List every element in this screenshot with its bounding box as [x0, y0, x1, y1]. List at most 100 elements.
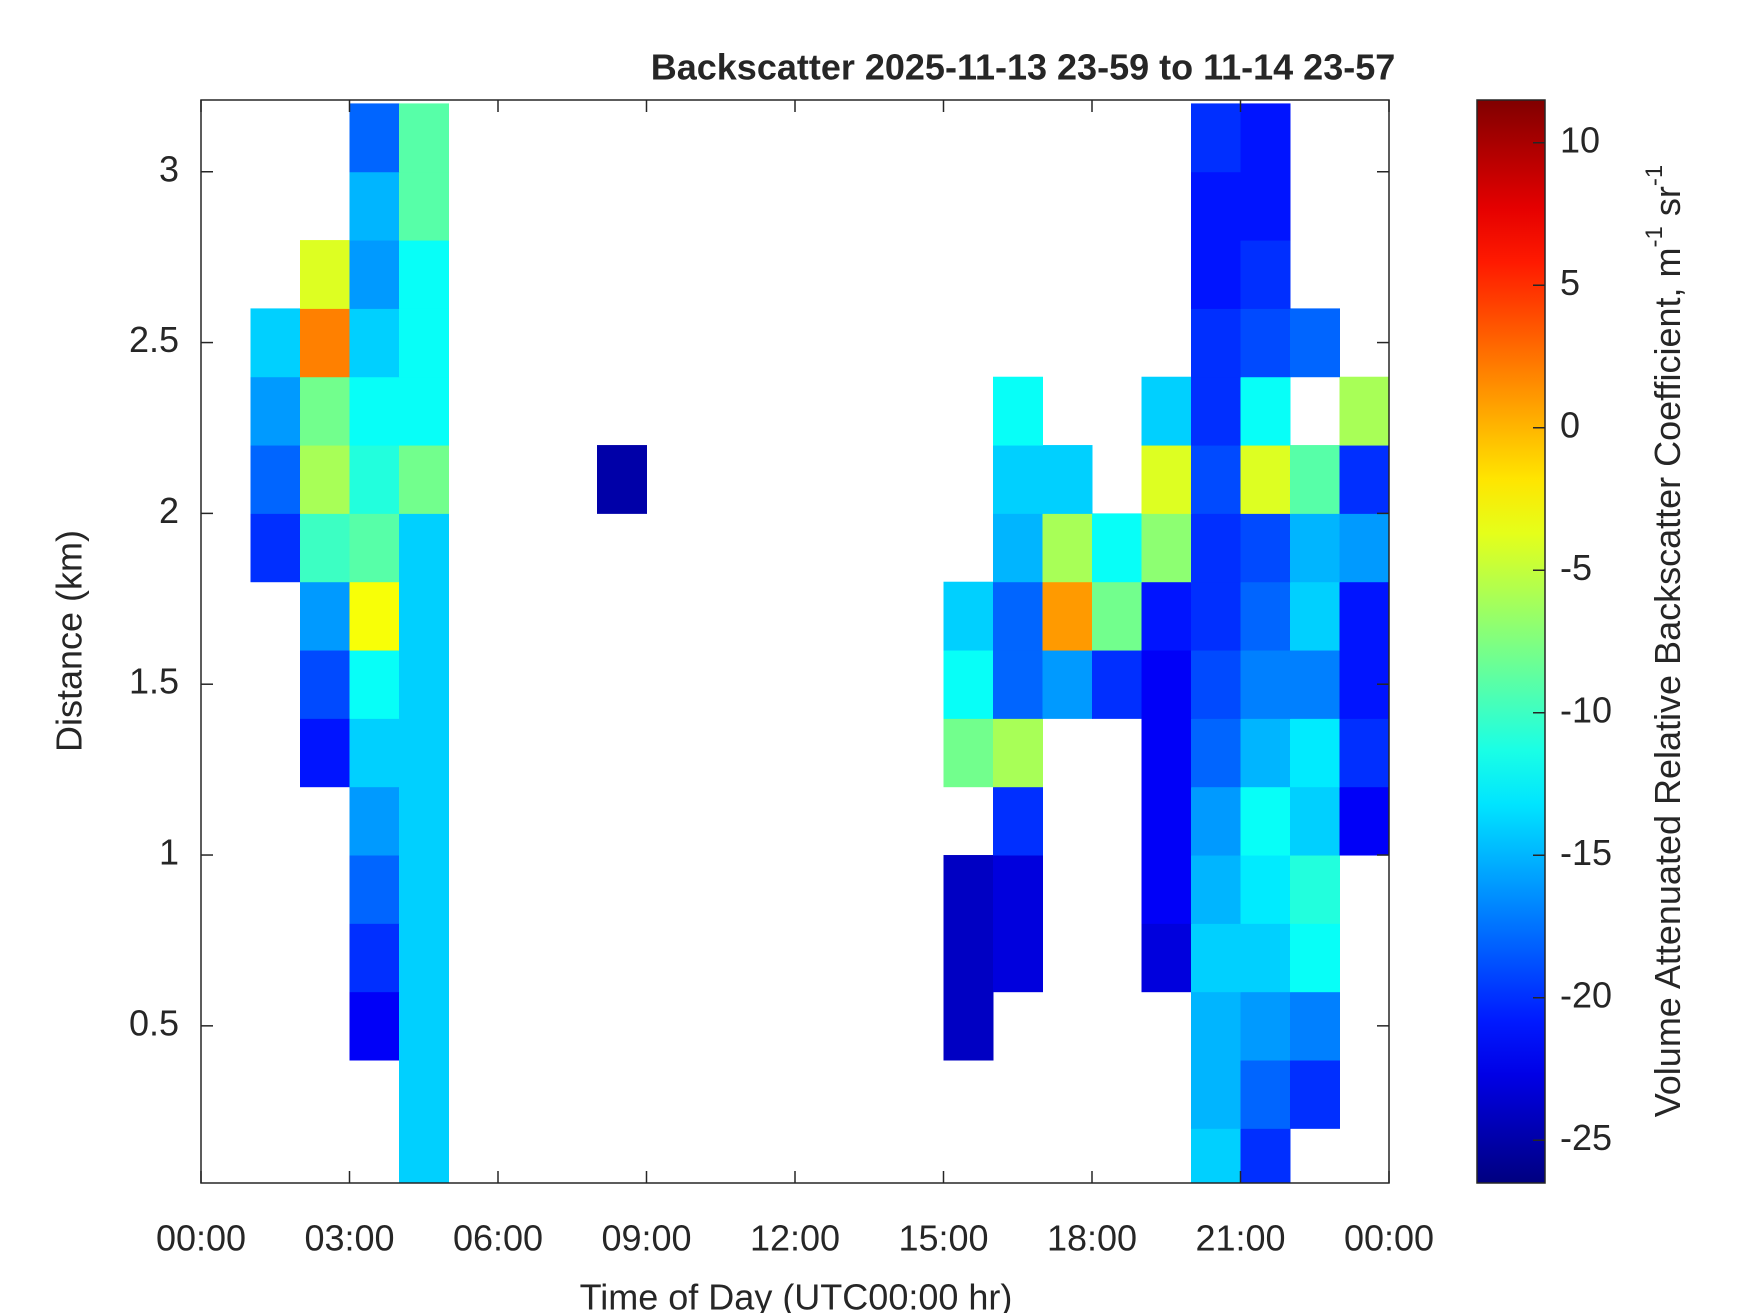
heatmap-cell [1191, 991, 1241, 1061]
heatmap-cell [349, 786, 400, 856]
heatmap-cell [1042, 581, 1093, 651]
heatmap-cell [993, 581, 1043, 651]
heatmap-cell [1191, 786, 1241, 856]
chart-title: Backscatter 2025-11-13 23-59 to 11-14 23… [651, 47, 1396, 88]
heatmap-cell [399, 923, 449, 993]
heatmap-cell [1191, 240, 1241, 309]
heatmap-cell [1290, 855, 1340, 924]
heatmap-cell [1042, 513, 1093, 583]
heatmap-cell [1240, 991, 1291, 1061]
heatmap-cell [349, 376, 400, 446]
heatmap-cell [250, 445, 301, 514]
heatmap-cell [349, 513, 400, 583]
colorbar-label: Volume Attenuated Relative Backscatter C… [1641, 165, 1687, 1118]
heatmap-cell [349, 718, 400, 788]
heatmap-cell [300, 308, 350, 378]
heatmap-cell [993, 786, 1043, 856]
heatmap-cell [597, 445, 647, 514]
heatmap-cell [1339, 445, 1389, 514]
heatmap-cell [399, 308, 449, 378]
heatmap-cell [399, 376, 449, 446]
heatmap-cell [1092, 513, 1142, 583]
heatmap-cell [399, 171, 449, 241]
heatmap-cell [399, 991, 449, 1061]
heatmap-cell [1141, 376, 1192, 446]
heatmap-cell [1240, 376, 1291, 446]
heatmap-cell [1141, 445, 1192, 514]
colorbar-tick-label: -25 [1560, 1117, 1612, 1158]
colorbar-tick-label: -15 [1560, 832, 1612, 873]
heatmap-cell [399, 1060, 449, 1129]
heatmap-cell [993, 718, 1043, 788]
heatmap-cell [943, 718, 994, 788]
heatmap-cell [250, 513, 301, 583]
x-tick-label: 15:00 [898, 1218, 988, 1259]
y-tick-label: 2 [159, 490, 179, 531]
heatmap-cell [349, 445, 400, 514]
heatmap-cell [349, 855, 400, 924]
heatmap-cell [399, 1128, 449, 1183]
heatmap-cell [399, 581, 449, 651]
x-tick-label: 09:00 [601, 1218, 691, 1259]
heatmap-cell [349, 923, 400, 993]
heatmap-cell [1191, 445, 1241, 514]
heatmap-cell [1191, 855, 1241, 924]
colorbar-tick-label: 10 [1560, 119, 1600, 160]
heatmap-cell [1141, 855, 1192, 924]
heatmap-cell [1240, 855, 1291, 924]
heatmap-cell [1290, 718, 1340, 788]
heatmap-cell [1092, 581, 1142, 651]
heatmap-cell [993, 923, 1043, 993]
colorbar-tick-label: 5 [1560, 262, 1580, 303]
heatmap-cell [1240, 650, 1291, 719]
y-tick-label: 1 [159, 832, 179, 873]
heatmap-cell [349, 650, 400, 719]
heatmap-cell [1240, 718, 1291, 788]
heatmap-cell [943, 581, 994, 651]
heatmap-cell [1290, 786, 1340, 856]
colorbar-tick-label: 0 [1560, 404, 1580, 445]
heatmap-cell [1240, 103, 1291, 173]
heatmap-cell [300, 376, 350, 446]
heatmap-cell [250, 376, 301, 446]
colorbar-label-text: sr [1647, 186, 1688, 226]
heatmap-cell [1092, 650, 1142, 719]
heatmap-cell [993, 855, 1043, 924]
colorbar-tick-label: -5 [1560, 547, 1592, 588]
heatmap-cell [943, 650, 994, 719]
heatmap-cell [1191, 308, 1241, 378]
heatmap-cell [399, 103, 449, 173]
heatmap-cell [1290, 308, 1340, 378]
heatmap-cell [1141, 650, 1192, 719]
heatmap-cell [1191, 171, 1241, 241]
heatmap-cell [1141, 923, 1192, 993]
x-tick-label: 00:00 [156, 1218, 246, 1259]
heatmap-cell [1339, 581, 1389, 651]
heatmap-cell [300, 581, 350, 651]
heatmap-cell [1191, 650, 1241, 719]
heatmap-cell [349, 308, 400, 378]
heatmap-cell [1240, 240, 1291, 309]
colorbar [1476, 99, 1546, 1184]
heatmap-cell [1240, 786, 1291, 856]
heatmap-cell [1042, 445, 1093, 514]
heatmap-cell [399, 718, 449, 788]
heatmap-cell [1240, 581, 1291, 651]
heatmap-cell [1290, 581, 1340, 651]
x-tick-label: 18:00 [1047, 1218, 1137, 1259]
heatmap-cell [1240, 308, 1291, 378]
heatmap-cell [1141, 513, 1192, 583]
heatmap-cell [993, 650, 1043, 719]
heatmap-cell [1290, 650, 1340, 719]
heatmap-cell [1240, 445, 1291, 514]
heatmap-cell [1240, 171, 1291, 241]
heatmap-cell [349, 240, 400, 309]
heatmap-cell [1191, 1060, 1241, 1129]
heatmap-cell [349, 103, 400, 173]
heatmap-cell [1339, 786, 1389, 856]
heatmap-cell [1240, 1128, 1291, 1183]
heatmap-cell [399, 240, 449, 309]
heatmap-cell [1141, 718, 1192, 788]
